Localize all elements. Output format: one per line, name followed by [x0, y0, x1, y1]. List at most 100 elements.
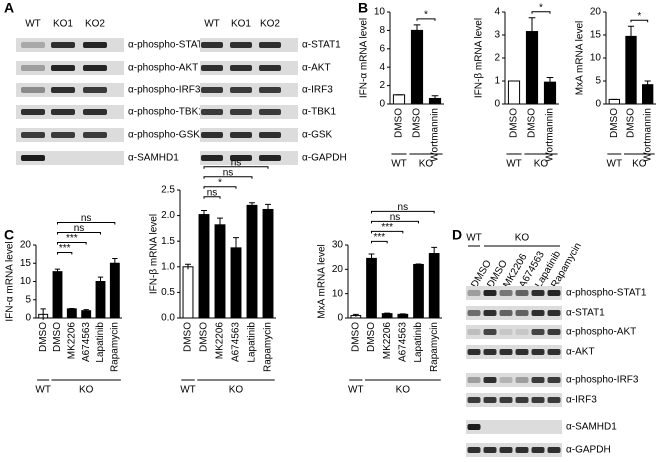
- band: [467, 447, 481, 453]
- group-label: WT: [35, 385, 51, 396]
- error-bar: [384, 312, 391, 315]
- error-bar: [185, 263, 191, 270]
- band: [259, 42, 281, 48]
- error-bar: [546, 77, 554, 87]
- blot-strip: [466, 345, 562, 359]
- x-tick-label: DMSO: [199, 322, 210, 352]
- band: [499, 310, 513, 316]
- lane-label: WT: [204, 19, 220, 30]
- y-tick-label: 15: [590, 30, 602, 41]
- band: [531, 290, 545, 296]
- band: [467, 424, 481, 430]
- group-label: WT: [607, 159, 623, 170]
- x-tick-label: A674563: [231, 322, 242, 362]
- band: [21, 109, 45, 115]
- bar: [109, 262, 120, 319]
- group-label: KO: [534, 159, 549, 170]
- band: [547, 397, 561, 403]
- y-tick-label: 20: [590, 7, 602, 18]
- band: [51, 109, 75, 115]
- band: [499, 349, 513, 355]
- band: [467, 349, 481, 355]
- band: [21, 155, 45, 161]
- group-label: KO: [396, 385, 411, 396]
- band: [201, 155, 223, 161]
- significance-label: *: [637, 11, 641, 22]
- band: [230, 65, 252, 71]
- blot-row-label: α-TBK1: [302, 107, 337, 118]
- band: [483, 377, 497, 383]
- significance-bracket: [416, 18, 436, 21]
- significance-label: ns: [231, 157, 242, 168]
- lane-label: KO1: [53, 19, 73, 30]
- bar: [608, 98, 621, 105]
- band: [515, 310, 529, 316]
- y-tick-label: 0.5: [161, 287, 175, 298]
- group-label: WT: [180, 385, 196, 396]
- error-bar: [249, 202, 255, 208]
- x-tick-label: DMSO: [412, 108, 423, 138]
- group-label: KO: [419, 159, 434, 170]
- y-tick-label: 0: [595, 99, 601, 110]
- bar: [507, 80, 521, 105]
- blot-row-label: α-STAT1: [302, 40, 341, 51]
- y-tick-label: 2.0: [161, 210, 175, 221]
- y-tick-label: 0: [25, 313, 31, 324]
- x-tick-label: Wortmannin: [430, 108, 441, 162]
- y-tick-label: 4: [494, 7, 500, 18]
- significance-bracket: [57, 242, 87, 245]
- band: [515, 349, 529, 355]
- bar: [66, 308, 77, 319]
- band: [531, 397, 545, 403]
- band: [547, 447, 561, 453]
- significance-bracket: [203, 196, 221, 199]
- band: [201, 87, 223, 93]
- band: [51, 87, 75, 93]
- y-tick-label: 20: [332, 264, 344, 275]
- band: [51, 42, 75, 48]
- x-tick-label: Rapamycin: [109, 322, 120, 372]
- significance-bracket: [531, 11, 551, 14]
- bar: [397, 313, 409, 319]
- band: [259, 87, 281, 93]
- significance-bracket: [57, 252, 73, 255]
- band: [230, 132, 252, 138]
- significance-bracket: [371, 220, 419, 224]
- y-tick-label: 0: [494, 99, 500, 110]
- blot-row-label: α-GAPDH: [302, 153, 347, 164]
- bar: [262, 208, 274, 319]
- y-tick-label: 20: [20, 240, 32, 251]
- band: [83, 42, 107, 48]
- band: [467, 397, 481, 403]
- y-tick-label: 2: [379, 80, 385, 91]
- y-tick-label: 8: [379, 25, 385, 36]
- significance-bracket: [57, 222, 116, 225]
- significance-bracket: [57, 232, 101, 235]
- band: [531, 310, 545, 316]
- error-bar: [415, 263, 422, 265]
- group-label: KO: [632, 159, 647, 170]
- band: [515, 329, 529, 335]
- significance-label: ns: [223, 167, 234, 178]
- band: [467, 377, 481, 383]
- y-tick-label: 2.5: [161, 185, 175, 196]
- significance-label: *: [424, 10, 428, 21]
- group-label: WT: [348, 385, 364, 396]
- significance-bracket: [371, 240, 388, 244]
- significance-label: ns: [81, 213, 92, 224]
- y-axis-label: MxA mRNA level: [317, 244, 328, 318]
- band: [515, 447, 529, 453]
- band: [483, 397, 497, 403]
- y-tick-label: 5: [25, 294, 31, 305]
- bar: [413, 263, 424, 319]
- blot-strip: [466, 373, 562, 387]
- band: [483, 290, 497, 296]
- band: [230, 109, 252, 115]
- blot-row-label: α-phospho-STAT1: [128, 40, 209, 51]
- blot-row-label: α-AKT: [566, 347, 595, 358]
- band: [230, 87, 252, 93]
- panel-label: B: [358, 0, 368, 16]
- y-axis-label: IFN-α mRNA level: [5, 241, 16, 321]
- band: [83, 65, 107, 71]
- y-tick-label: 1.0: [161, 261, 175, 272]
